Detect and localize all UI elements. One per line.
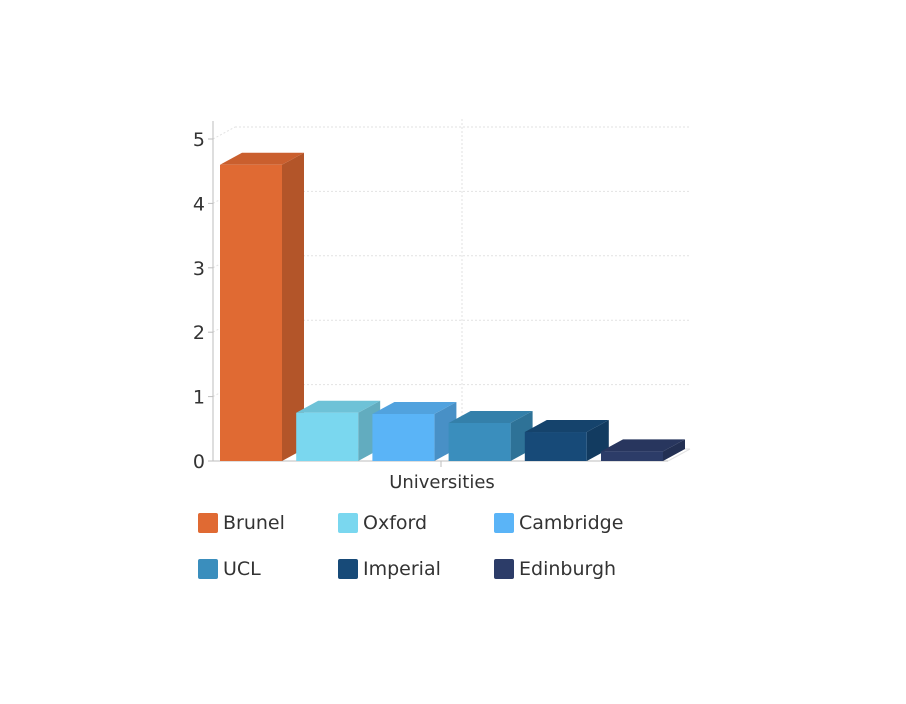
bar-front bbox=[601, 451, 663, 461]
y-tick-label: 1 bbox=[193, 387, 205, 409]
bar-side bbox=[282, 152, 304, 461]
y-tick-label: 2 bbox=[193, 322, 205, 344]
bar-top bbox=[296, 400, 381, 413]
y-tick-label: 3 bbox=[193, 258, 205, 280]
bar-top bbox=[524, 420, 609, 433]
bar-imperial bbox=[524, 420, 609, 461]
y-tick-label: 4 bbox=[193, 193, 205, 215]
legend-item-cambridge[interactable]: Cambridge bbox=[494, 510, 623, 536]
bar-top bbox=[601, 439, 685, 452]
y-tick-label: 0 bbox=[193, 451, 205, 473]
legend-label: Imperial bbox=[363, 558, 441, 580]
bar-front bbox=[448, 423, 511, 461]
legend-item-oxford[interactable]: Oxford bbox=[338, 510, 427, 536]
legend-item-imperial[interactable]: Imperial bbox=[338, 556, 441, 582]
bars bbox=[220, 152, 685, 461]
legend-label: Cambridge bbox=[519, 512, 624, 534]
legend-label: Oxford bbox=[363, 512, 428, 534]
gridline-diagonal bbox=[212, 126, 236, 140]
bar-front bbox=[296, 412, 359, 461]
legend-swatch bbox=[494, 513, 514, 533]
bar-cambridge bbox=[372, 401, 457, 461]
legend-swatch bbox=[338, 559, 358, 579]
legend-label: UCL bbox=[223, 558, 261, 580]
legend-item-brunel[interactable]: Brunel bbox=[198, 510, 285, 536]
legend-swatch bbox=[198, 513, 218, 533]
y-tick-label: 5 bbox=[193, 129, 205, 151]
x-axis-title: Universities bbox=[389, 472, 495, 493]
bar-front bbox=[372, 413, 435, 461]
legend-item-ucl[interactable]: UCL bbox=[198, 556, 261, 582]
bar-ucl bbox=[448, 411, 533, 461]
legend-label: Edinburgh bbox=[519, 558, 617, 580]
legend-label: Brunel bbox=[223, 512, 285, 534]
bar-edinburgh bbox=[601, 439, 685, 461]
legend-item-edinburgh[interactable]: Edinburgh bbox=[494, 556, 616, 582]
bar-oxford bbox=[296, 400, 381, 461]
bar-brunel bbox=[220, 152, 304, 461]
bar-front bbox=[524, 432, 587, 461]
bar-top bbox=[448, 411, 533, 424]
bar-top bbox=[220, 152, 304, 165]
bar-top bbox=[372, 401, 457, 414]
legend-swatch bbox=[198, 559, 218, 579]
floor-side-edge bbox=[667, 448, 691, 462]
bar-side bbox=[663, 439, 685, 461]
bar-front bbox=[220, 164, 282, 461]
legend-swatch bbox=[338, 513, 358, 533]
y-axis: 0 1 2 3 4 5 bbox=[193, 121, 668, 473]
legend-swatch bbox=[494, 559, 514, 579]
